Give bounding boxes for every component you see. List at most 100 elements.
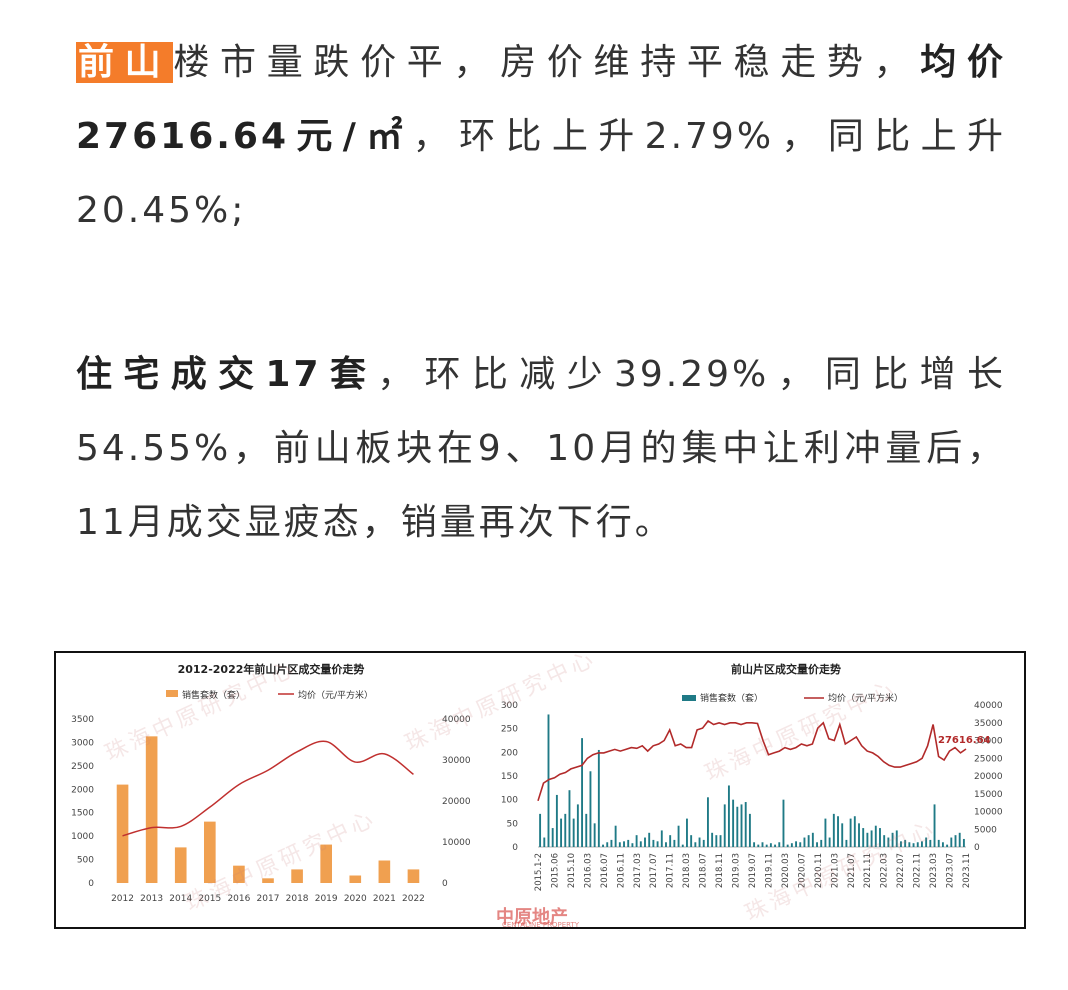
- x-tick-label: 2016.11: [616, 853, 626, 888]
- bar: [673, 839, 676, 847]
- x-tick-label: 2015.06: [550, 853, 560, 888]
- bar: [929, 839, 932, 847]
- y-left-tick-label: 300: [501, 701, 518, 711]
- x-tick-label: 2020.07: [797, 853, 807, 888]
- bar: [349, 875, 362, 883]
- bar: [753, 842, 756, 847]
- bar: [879, 828, 881, 847]
- x-tick-label: 2018.03: [682, 853, 692, 888]
- x-tick-label: 2013: [140, 894, 163, 904]
- bar: [778, 842, 781, 847]
- bar: [543, 837, 546, 847]
- bar: [677, 825, 680, 847]
- bar: [786, 844, 789, 847]
- bar: [820, 839, 823, 847]
- bar: [757, 844, 760, 847]
- legend-label-line: 均价（元/平方米）: [828, 692, 903, 704]
- bar: [233, 865, 245, 883]
- bar: [597, 749, 600, 847]
- bar: [920, 841, 923, 847]
- bar: [891, 832, 894, 847]
- y-right-tick-label: 20000: [442, 797, 471, 807]
- x-tick-label: 2022.07: [896, 853, 906, 888]
- bar: [698, 837, 701, 847]
- bar: [623, 841, 625, 847]
- y-right-tick-label: 40000: [442, 715, 471, 725]
- y-right-tick-label: 0: [442, 879, 448, 889]
- bar: [744, 802, 747, 847]
- bar: [803, 837, 806, 847]
- bar: [937, 839, 940, 847]
- x-tick-label: 2021.07: [847, 853, 857, 888]
- y-right-tick-label: 0: [974, 843, 980, 853]
- x-tick-label: 2017.03: [633, 853, 643, 888]
- x-tick-label: 2016.07: [600, 853, 610, 888]
- bar: [874, 825, 877, 847]
- y-left-tick-label: 0: [512, 843, 518, 853]
- x-tick-label: 2021.03: [830, 853, 840, 888]
- bar: [941, 842, 944, 847]
- legend-label-bar: 销售套数（套）: [700, 692, 763, 704]
- bar: [618, 842, 621, 847]
- x-tick-label: 2017.07: [649, 853, 659, 888]
- x-tick-label: 2019: [315, 894, 338, 904]
- y-left-tick-label: 3000: [71, 738, 94, 748]
- bar: [174, 847, 187, 883]
- bar: [715, 835, 718, 847]
- bar: [832, 813, 835, 847]
- bar: [795, 841, 798, 847]
- bar: [900, 841, 902, 847]
- x-tick-label: 2021: [373, 894, 396, 904]
- y-right-tick-label: 30000: [974, 737, 1003, 747]
- bar: [681, 844, 684, 847]
- bar: [849, 818, 852, 847]
- chart-title: 2012-2022年前山片区成交量价走势: [178, 662, 365, 676]
- bar: [262, 878, 274, 883]
- bar: [702, 839, 705, 847]
- bar: [568, 790, 571, 847]
- bar: [589, 771, 592, 847]
- bar: [740, 804, 743, 847]
- bar: [790, 843, 793, 847]
- bar: [837, 816, 839, 847]
- bar: [555, 794, 558, 847]
- bar: [858, 823, 860, 847]
- bar: [635, 835, 638, 847]
- y-left-tick-label: 1500: [71, 809, 94, 819]
- bar: [887, 837, 890, 847]
- bar: [539, 813, 542, 847]
- highlight-area-name: 前山: [76, 42, 174, 83]
- bar: [291, 869, 303, 883]
- bar: [853, 816, 856, 847]
- x-tick-label: 2022: [402, 894, 425, 904]
- y-right-tick-label: 35000: [974, 719, 1003, 729]
- series-line-price: [537, 719, 967, 802]
- bar: [694, 842, 697, 847]
- bar: [895, 830, 898, 847]
- x-tick-label: 2023.11: [962, 853, 972, 888]
- bar: [602, 844, 604, 847]
- bar: [690, 835, 693, 847]
- x-tick-label: 2015.1-2: [534, 853, 544, 891]
- bar: [748, 813, 751, 847]
- legend-swatch-bar: [166, 690, 178, 697]
- legend-label-line: 均价（元/平方米）: [298, 689, 373, 701]
- bar: [116, 784, 129, 883]
- y-left-tick-label: 50: [507, 819, 519, 829]
- bar: [686, 818, 688, 847]
- x-tick-label: 2023.03: [929, 853, 939, 888]
- series-line-price: [122, 740, 414, 837]
- bar: [732, 799, 735, 847]
- bar: [564, 813, 567, 847]
- paragraph-volume: 住宅成交17套，环比减少39.29%，同比增长54.55%，前山板块在9、10月…: [76, 338, 1006, 560]
- bar: [904, 839, 907, 847]
- bar: [378, 860, 391, 883]
- y-left-tick-label: 0: [88, 879, 94, 889]
- bar: [765, 844, 768, 847]
- y-left-tick-label: 3500: [71, 715, 94, 725]
- bar: [925, 837, 928, 847]
- brand-logo-sub: CENTALINE PROPERTY: [502, 921, 580, 929]
- legend-swatch-bar: [682, 695, 696, 701]
- bar: [954, 835, 957, 847]
